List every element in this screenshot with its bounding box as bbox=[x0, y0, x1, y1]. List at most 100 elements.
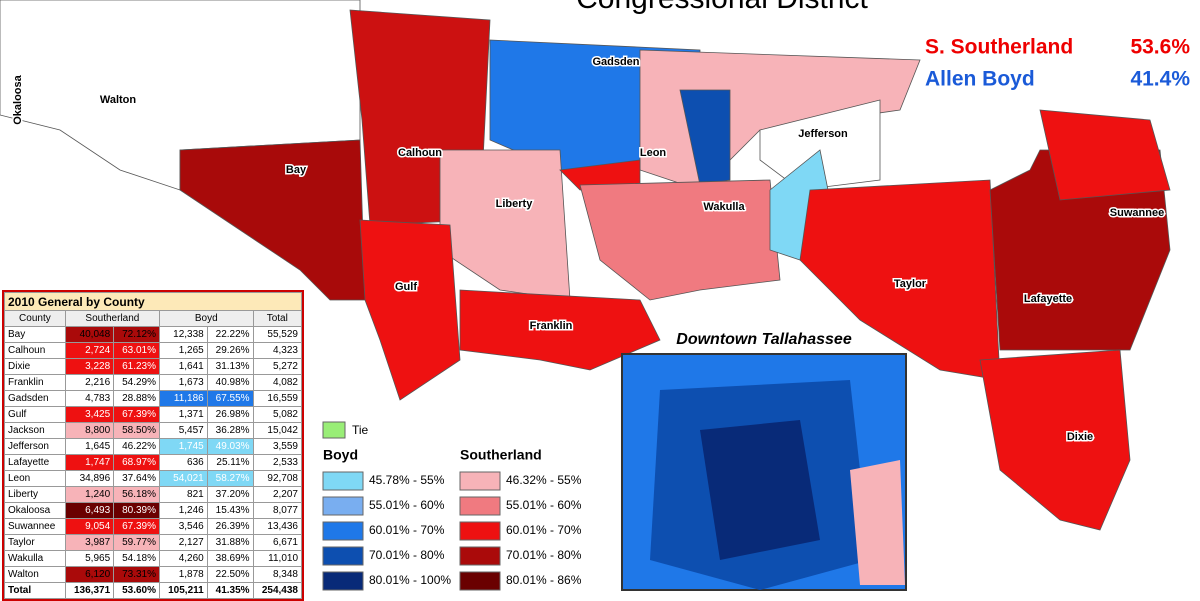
table-cell: 67.39% bbox=[113, 406, 160, 423]
table-row: Leon 34,896 37.64% 54,021 58.27% 92,708 bbox=[4, 470, 303, 487]
table-cell: Calhoun bbox=[4, 342, 66, 359]
county-label: Calhoun bbox=[398, 147, 442, 159]
table-cell: 37.20% bbox=[206, 486, 254, 503]
leon-core bbox=[679, 89, 731, 186]
legend-swatch bbox=[322, 471, 364, 491]
table-row: Wakulla 5,965 54.18% 4,260 38.69% 11,010 bbox=[4, 550, 303, 567]
table-cell: 1,240 bbox=[64, 486, 115, 503]
county-label: Wakulla bbox=[703, 201, 745, 213]
table-cell: 15.43% bbox=[206, 502, 254, 519]
table-cell: Wakulla bbox=[4, 550, 66, 567]
table-cell: 2,207 bbox=[252, 486, 303, 503]
table-row: Walton 6,120 73.31% 1,878 22.50% 8,348 bbox=[4, 566, 303, 583]
table-cell: 22.50% bbox=[206, 566, 254, 583]
table-cell: 54,021 bbox=[159, 470, 208, 487]
legend-swatch bbox=[322, 571, 364, 591]
map-shapes bbox=[0, 0, 1171, 531]
table-cell: 63.01% bbox=[113, 342, 160, 359]
table-cell: 15,042 bbox=[252, 422, 303, 439]
table-row: 2010 General by County bbox=[4, 292, 302, 311]
county-label: Suwannee bbox=[1110, 207, 1164, 219]
table-cell: 136,371 bbox=[64, 582, 115, 599]
table-cell: 254,438 bbox=[252, 582, 303, 599]
table-cell: 25.11% bbox=[206, 454, 254, 471]
table-cell: 636 bbox=[159, 454, 208, 471]
table-cell: 1,878 bbox=[159, 566, 208, 583]
county-label: Bay bbox=[286, 164, 307, 176]
table-cell: 5,272 bbox=[252, 358, 303, 375]
liberty bbox=[439, 149, 571, 301]
table-cell: 28.88% bbox=[113, 390, 160, 407]
inset-title: Downtown Tallahassee bbox=[676, 331, 852, 348]
table-cell: 1,265 bbox=[159, 342, 208, 359]
table-cell: 72.12% bbox=[113, 326, 160, 343]
legend-title: Boyd bbox=[323, 447, 358, 463]
table-cell: 31.88% bbox=[206, 534, 254, 551]
table-cell: 58.27% bbox=[206, 470, 254, 487]
table-cell: 16,559 bbox=[252, 390, 303, 407]
table-cell: Jefferson bbox=[4, 438, 66, 455]
table-cell: 41.35% bbox=[206, 582, 254, 599]
table-cell: 6,120 bbox=[64, 566, 115, 583]
table-cell: 34,896 bbox=[64, 470, 115, 487]
table-row: Calhoun 2,724 63.01% 1,265 29.26% 4,323 bbox=[4, 342, 303, 359]
table-cell: 68.97% bbox=[113, 454, 160, 471]
table: 2010 General by County County Southerland B… bbox=[4, 292, 303, 599]
table-cell: 8,077 bbox=[252, 502, 303, 519]
table-cell: 11,010 bbox=[252, 550, 303, 567]
table-row: Okaloosa 6,493 80.39% 1,246 15.43% 8,077 bbox=[4, 502, 303, 519]
inset-east bbox=[850, 460, 905, 585]
legend-swatch bbox=[459, 546, 501, 566]
table-row: Suwannee 9,054 67.39% 3,546 26.39% 13,436 bbox=[4, 518, 303, 535]
table-row: Jefferson 1,645 46.22% 1,745 49.03% 3,559 bbox=[4, 438, 303, 455]
table-cell: 2010 General by County bbox=[4, 292, 302, 311]
table-cell: 8,800 bbox=[64, 422, 115, 439]
table-cell: 2,216 bbox=[64, 374, 115, 391]
table-cell: 3,987 bbox=[64, 534, 115, 551]
table-cell: 13,436 bbox=[252, 518, 303, 535]
table-cell: 5,457 bbox=[159, 422, 208, 439]
legend-swatch bbox=[322, 496, 364, 516]
table-cell: 4,082 bbox=[252, 374, 303, 391]
table-cell: 92,708 bbox=[252, 470, 303, 487]
county-label: Okaloosa bbox=[12, 74, 24, 124]
table-cell: 3,228 bbox=[64, 358, 115, 375]
table-cell: 38.69% bbox=[206, 550, 254, 567]
table-cell: Total bbox=[252, 310, 303, 327]
legend-swatch bbox=[322, 421, 346, 439]
table-cell: 1,747 bbox=[64, 454, 115, 471]
jefferson bbox=[759, 99, 881, 191]
county-label: Leon bbox=[640, 147, 667, 159]
legend-title: Southerland bbox=[460, 447, 542, 463]
table-cell: 105,211 bbox=[159, 582, 208, 599]
table-cell: 61.23% bbox=[113, 358, 160, 375]
table-cell: Gadsden bbox=[4, 390, 66, 407]
table-row: Liberty 1,240 56.18% 821 37.20% 2,207 bbox=[4, 486, 303, 503]
franklin bbox=[459, 289, 661, 371]
lafayette-suwannee bbox=[989, 149, 1171, 351]
county-label: Dixie bbox=[1067, 431, 1093, 443]
table-cell: 1,246 bbox=[159, 502, 208, 519]
county-label: Lafayette bbox=[1024, 293, 1072, 305]
county-label: Gulf bbox=[395, 281, 417, 293]
table-cell: 26.98% bbox=[206, 406, 254, 423]
inset-center bbox=[700, 420, 820, 560]
table-cell: Walton bbox=[4, 566, 66, 583]
table-cell: 73.31% bbox=[113, 566, 160, 583]
table-cell: County bbox=[4, 310, 66, 327]
table-cell: 9,054 bbox=[64, 518, 115, 535]
table-cell: Jackson bbox=[4, 422, 66, 439]
table-cell: 37.64% bbox=[113, 470, 160, 487]
legend-label: 80.01% - 86% bbox=[506, 573, 582, 587]
results-table: 2010 General by County County Southerland B… bbox=[2, 290, 304, 601]
table-cell: 29.26% bbox=[206, 342, 254, 359]
table-cell: Total bbox=[4, 582, 66, 599]
county-label: Jefferson bbox=[798, 128, 848, 140]
legend-label: 60.01% - 70% bbox=[506, 523, 582, 537]
legend-swatch bbox=[459, 471, 501, 491]
table-cell: Franklin bbox=[4, 374, 66, 391]
table-row: Jackson 8,800 58.50% 5,457 36.28% 15,042 bbox=[4, 422, 303, 439]
table-cell: 1,641 bbox=[159, 358, 208, 375]
table-row: Dixie 3,228 61.23% 1,641 31.13% 5,272 bbox=[4, 358, 303, 375]
